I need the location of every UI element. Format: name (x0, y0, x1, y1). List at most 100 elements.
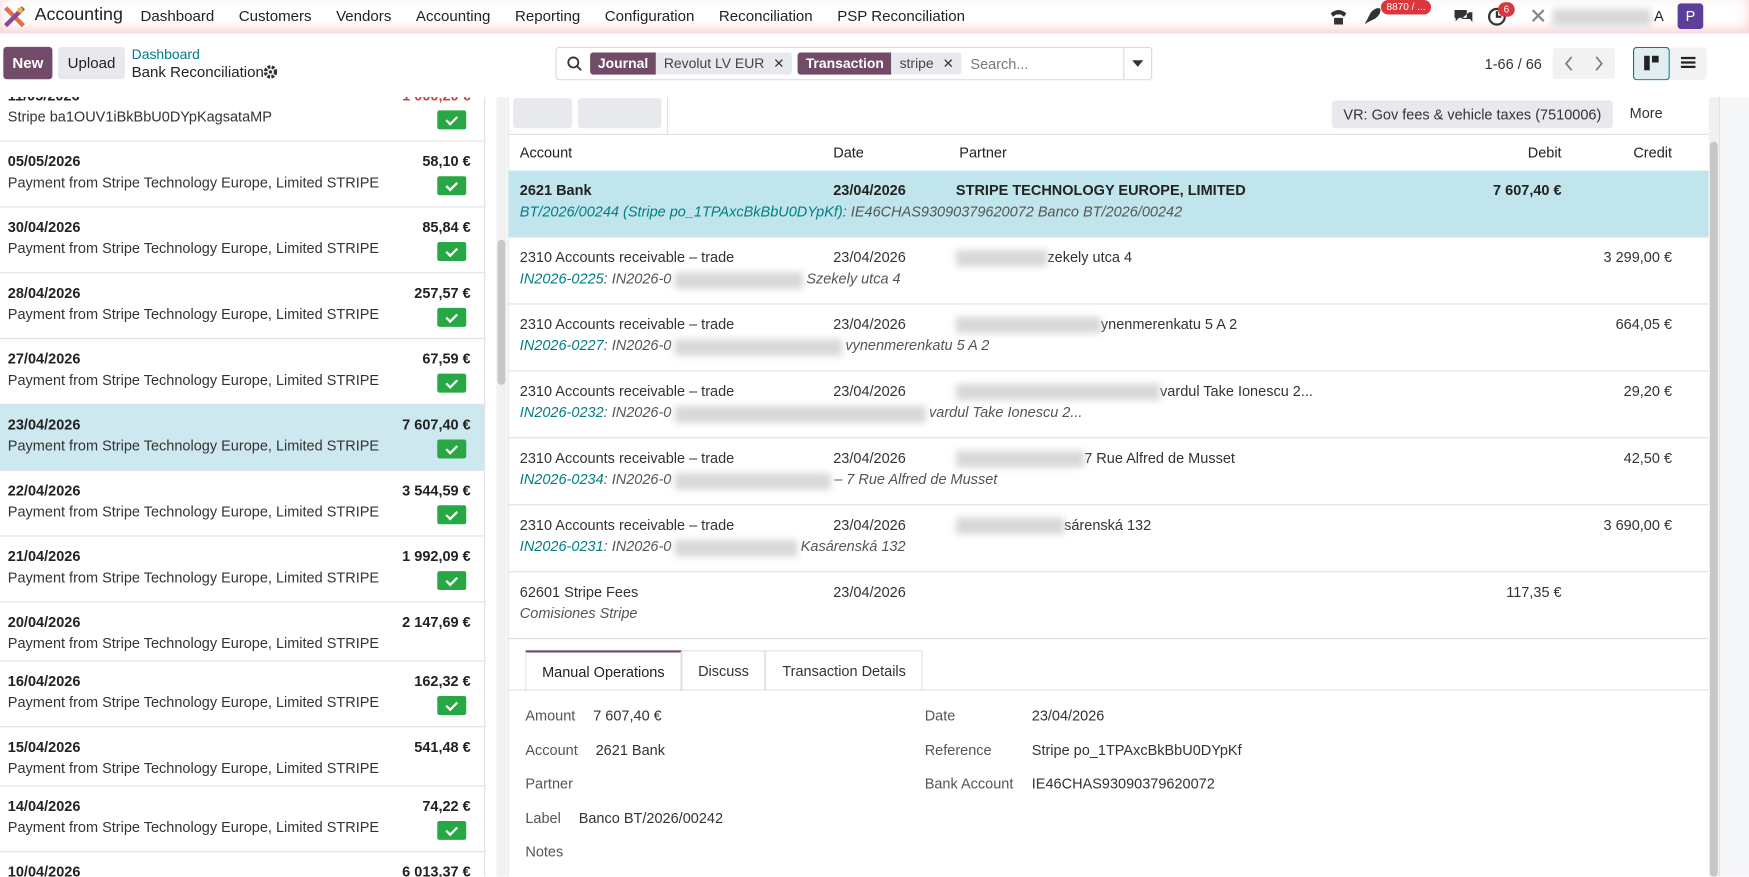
user-name[interactable]: A (1654, 7, 1664, 25)
search-facet[interactable]: Journal Revolut LV EUR (590, 52, 793, 75)
line-row[interactable]: 62601 Stripe Fees 23/04/2026 117,35 € Comis… (508, 572, 1709, 640)
menu-item[interactable]: Vendors (336, 7, 392, 25)
line-row[interactable]: 2310 Accounts receivable – trade 23/04/20… (508, 371, 1709, 439)
transaction-items: 11/05/2026 1 000,20 € Stripe ba1OUV1iBkBbU… (0, 97, 485, 877)
transaction[interactable]: 30/04/2026 85,84 € Payment from Stripe Tec… (0, 207, 485, 274)
transaction-date: 14/04/2026 (7, 797, 81, 815)
reconciled-check (437, 373, 467, 393)
transaction-date: 11/05/2026 (8, 97, 80, 104)
scroll-thumb[interactable] (1709, 141, 1718, 877)
search-input[interactable]: Search... (970, 55, 1029, 73)
line-note-tail: vardul Take Ionescu 2... (929, 403, 1083, 421)
transaction[interactable]: 21/04/2026 1 992,09 € Payment from Stripe … (0, 537, 485, 603)
phone-icon[interactable] (1328, 7, 1348, 27)
scroll-thumb[interactable] (497, 239, 506, 385)
line-debit: 117,35 € (1506, 583, 1562, 601)
menu-item[interactable]: Customers (238, 7, 312, 25)
field-value[interactable]: 2621 Bank (595, 741, 665, 758)
line-credit: 3 299,00 € (1603, 248, 1673, 266)
line-account: 2621 Bank (519, 181, 592, 199)
field-value[interactable]: IE46CHAS93090379620072 (1031, 775, 1215, 792)
reco-model-button[interactable]: VR: Gov fees & vehicle taxes (7510006) (1331, 100, 1613, 129)
clock-icon[interactable] (1487, 7, 1507, 27)
field-value[interactable]: 23/04/2026 (1031, 707, 1105, 724)
reconciled-check (437, 110, 467, 130)
background-page (1718, 97, 1749, 877)
transaction[interactable]: 14/04/2026 74,22 € Payment from Stripe Tec… (0, 786, 485, 853)
transaction-date: 28/04/2026 (7, 284, 81, 302)
reconciled-check (437, 176, 467, 196)
menu-item[interactable]: Configuration (604, 7, 695, 25)
line-note: : IN2026-0 (603, 470, 672, 488)
move-reference[interactable]: BT/2026/00244 (Stripe po_1TPAxcBkBbU0DYp… (519, 203, 843, 220)
breadcrumb[interactable]: Dashboard (131, 46, 200, 63)
line-row[interactable]: 2310 Accounts receivable – trade 23/04/20… (508, 505, 1709, 573)
transaction[interactable]: 16/04/2026 162,32 € Payment from Stripe Te… (0, 661, 485, 728)
transaction[interactable]: 15/04/2026 541,48 € Payment from Stripe Te… (0, 727, 485, 787)
tools-icon[interactable] (1530, 8, 1546, 26)
divider (667, 97, 669, 134)
transaction-amount: 6 013,37 € (402, 863, 471, 877)
transaction[interactable]: 23/04/2026 7 607,40 € Payment from Stripe … (0, 404, 485, 471)
line-row[interactable]: 2310 Accounts receivable – trade 23/04/20… (508, 238, 1709, 305)
search-dropdown[interactable] (1132, 59, 1144, 68)
move-reference[interactable]: IN2026-0225 (519, 269, 604, 287)
transaction-date: 27/04/2026 (7, 350, 81, 367)
app-name[interactable]: Accounting (34, 5, 123, 25)
transaction[interactable]: 27/04/2026 67,59 € Payment from Stripe Tec… (0, 339, 485, 405)
move-reference[interactable]: IN2026-0232 (519, 403, 604, 421)
form-field: Reference Stripe po_1TPAxcBkBbU0DYpKf (925, 741, 1242, 758)
column-header: Credit (1633, 143, 1673, 161)
blurred-text (955, 383, 1161, 401)
tab[interactable]: Manual Operations (525, 650, 682, 692)
line-account: 2310 Accounts receivable – trade (519, 382, 735, 400)
new-button[interactable]: New (3, 46, 53, 80)
transaction-list: 11/05/2026 1 000,20 € Stripe ba1OUV1iBkBbU… (0, 97, 486, 877)
search-facet[interactable]: Transaction stripe (797, 52, 962, 75)
rocket-icon[interactable] (1362, 7, 1382, 27)
line-row[interactable]: 2310 Accounts receivable – trade 23/04/20… (508, 305, 1709, 372)
transaction[interactable]: 22/04/2026 3 544,59 € Payment from Stripe … (0, 471, 485, 537)
line-account: 2310 Accounts receivable – trade (519, 248, 735, 266)
transaction[interactable]: 05/05/2026 58,10 € Payment from Stripe Tec… (0, 142, 485, 208)
placeholder-button[interactable] (577, 98, 662, 129)
line-note: : IN2026-0 (603, 336, 672, 354)
menu-item[interactable]: Reporting (514, 7, 581, 25)
move-reference[interactable]: IN2026-0234 (519, 470, 604, 488)
transaction[interactable]: 20/04/2026 2 147,69 € Payment from Stripe … (0, 602, 485, 662)
line-row[interactable]: 2310 Accounts receivable – trade 23/04/20… (508, 438, 1709, 506)
chat-icon[interactable] (1453, 8, 1473, 26)
move-reference[interactable]: IN2026-0227 (519, 336, 604, 354)
more-button[interactable]: More (1629, 104, 1663, 122)
tab[interactable]: Discuss (681, 650, 766, 691)
placeholder-button[interactable] (513, 98, 573, 129)
reconciled-check (437, 505, 467, 525)
move-reference[interactable]: IN2026-0231 (519, 537, 604, 555)
field-value[interactable]: 7 607,40 € (593, 707, 662, 724)
field-value[interactable]: Banco BT/2026/00242 (578, 809, 724, 826)
menu-item[interactable]: Accounting (415, 7, 491, 25)
menu-item[interactable]: PSP Reconciliation (837, 7, 966, 25)
pager-arrows[interactable] (1552, 47, 1616, 80)
transaction[interactable]: 28/04/2026 257,57 € Payment from Stripe Te… (0, 273, 485, 340)
field-value[interactable]: Stripe po_1TPAxcBkBbU0DYpKf (1031, 741, 1242, 758)
line-note: : IN2026-0 (603, 269, 672, 287)
user-avatar[interactable]: P (1677, 3, 1704, 30)
tab[interactable]: Transaction Details (765, 650, 923, 691)
view-switcher[interactable] (1632, 46, 1708, 81)
line-row[interactable]: 2621 Bank 23/04/2026 STRIPE TECHNOLOGY EUR… (508, 170, 1709, 238)
transaction[interactable]: 11/05/2026 1 000,20 € Stripe ba1OUV1iBkBbU… (0, 97, 485, 142)
line-label: IN2026-0232: IN2026-0 vardul Take Ionescu… (519, 403, 1083, 423)
reconciled-check (437, 307, 467, 327)
line-note-tail: – 7 Rue Alfred de Musset (834, 470, 998, 488)
menu-item[interactable]: Dashboard (140, 7, 215, 25)
upload-button[interactable]: Upload (58, 46, 125, 80)
field-label: Amount (525, 707, 576, 724)
app-logo (3, 6, 26, 28)
line-partner: ynenmerenkatu 5 A 2 (955, 316, 1237, 334)
transaction-date: 20/04/2026 (7, 613, 81, 631)
gear-icon[interactable] (263, 65, 278, 80)
menu-item[interactable]: Reconciliation (718, 7, 813, 25)
